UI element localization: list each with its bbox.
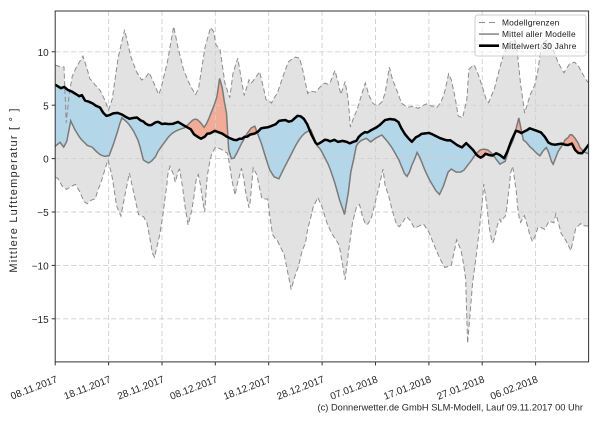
svg-text:0: 0: [43, 155, 49, 166]
svg-text:10: 10: [38, 48, 50, 59]
svg-text:−10: −10: [32, 262, 49, 273]
svg-text:Mittelwert 30 Jahre: Mittelwert 30 Jahre: [502, 41, 577, 51]
svg-text:−5: −5: [37, 208, 49, 219]
svg-text:Modellgrenzen: Modellgrenzen: [502, 18, 560, 28]
svg-text:Mittlere Lufttemperatur [ ° ]: Mittlere Lufttemperatur [ ° ]: [8, 107, 20, 272]
svg-text:Mittel aller Modelle: Mittel aller Modelle: [502, 29, 576, 39]
svg-text:−15: −15: [32, 315, 49, 326]
svg-text:(c) Donnerwetter.de GmbH SLM-M: (c) Donnerwetter.de GmbH SLM-Modell, Lau…: [318, 403, 583, 413]
svg-text:5: 5: [43, 101, 49, 112]
